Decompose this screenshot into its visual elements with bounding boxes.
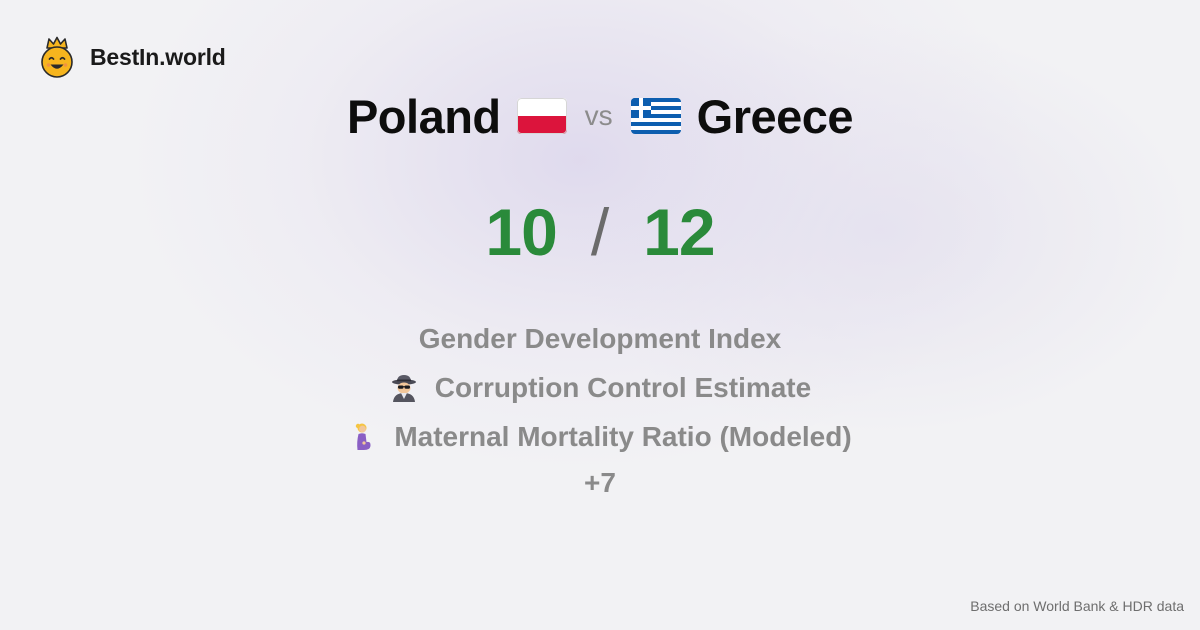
left-score: 10 (485, 195, 557, 269)
poland-flag-icon (516, 98, 567, 134)
data-source-note: Based on World Bank & HDR data (970, 598, 1184, 614)
brand-name: BestIn.world (90, 43, 226, 70)
pregnant-woman-icon (356, 423, 371, 450)
comparison-title: Poland vs Greece (0, 84, 1200, 148)
metric-label: Gender Development Index (418, 322, 782, 354)
score-comparison: 10 / 12 (0, 194, 1200, 270)
right-country-name: Greece (696, 89, 854, 143)
metric-item: Maternal Mortality Ratio (Modeled) (348, 412, 852, 461)
left-country-name: Poland (346, 89, 501, 143)
metric-item: Corruption Control Estimate (389, 363, 811, 412)
crowned-smiley-icon (41, 36, 73, 78)
metric-label: Corruption Control Estimate (434, 371, 812, 403)
score-separator: / (590, 195, 610, 269)
greece-flag-icon (630, 98, 681, 134)
vs-label: vs (584, 100, 613, 131)
metric-item: Gender Development Index (419, 314, 782, 363)
spy-icon (391, 374, 416, 402)
right-score: 12 (643, 195, 715, 269)
brand[interactable]: BestIn.world (38, 36, 226, 78)
metrics-list: Gender Development Index Corruption Cont… (0, 314, 1200, 505)
metric-label: Maternal Mortality Ratio (Modeled) (394, 420, 852, 452)
more-metrics-count: +7 (584, 467, 616, 498)
